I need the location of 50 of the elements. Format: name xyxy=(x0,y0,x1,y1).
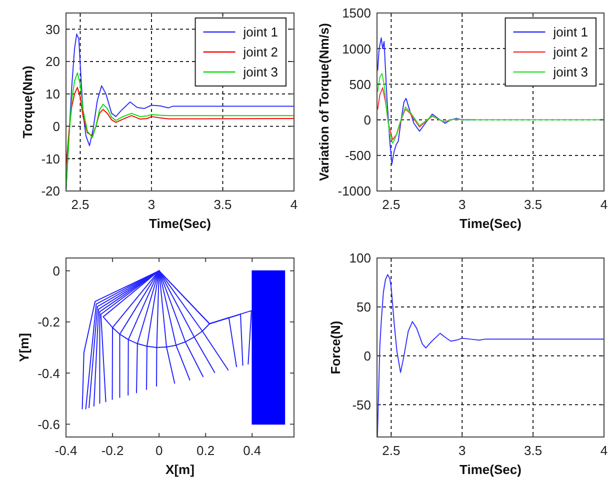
y-tick-label: 1000 xyxy=(342,41,371,56)
x-tick-label: 0 xyxy=(155,443,163,458)
y-tick-label: -500 xyxy=(344,148,371,164)
x-axis-title: X[m] xyxy=(166,462,194,477)
y-axis-title: Force(N) xyxy=(328,320,343,374)
x-tick-label: -0.2 xyxy=(101,443,124,458)
x-tick-label: 3.5 xyxy=(524,197,542,212)
y-tick-label: 30 xyxy=(46,22,60,37)
x-tick-label: 0.2 xyxy=(196,443,215,458)
legend-label: joint 1 xyxy=(552,24,588,40)
y-tick-label: 500 xyxy=(349,76,371,92)
y-tick-label: -20 xyxy=(41,184,60,199)
x-tick-label: 4 xyxy=(290,197,298,212)
legend-label: joint 1 xyxy=(242,24,278,40)
y-axis-title: Torque(Nm) xyxy=(20,66,35,138)
y-tick-label: -0.6 xyxy=(38,416,60,432)
x-tick-label: 3 xyxy=(148,197,156,212)
y-tick-label: 10 xyxy=(46,86,60,102)
x-tick-label: 3.5 xyxy=(214,197,232,212)
y-tick-label: -0.2 xyxy=(38,314,60,330)
x-tick-label: 2.5 xyxy=(382,197,400,212)
y-tick-label: 20 xyxy=(46,54,60,70)
x-axis-title: Time(Sec) xyxy=(460,462,522,477)
x-axis-title: Time(Sec) xyxy=(460,216,522,231)
y-axis-title: Variation of Torque(Nm/s) xyxy=(316,23,332,181)
x-tick-label: 3 xyxy=(458,197,466,212)
y-tick-label: 50 xyxy=(356,300,371,315)
y-tick-label: -1000 xyxy=(338,184,371,199)
y-tick-label: 100 xyxy=(349,250,371,266)
x-tick-label: 3.5 xyxy=(524,443,542,458)
y-tick-label: -0.4 xyxy=(38,366,60,381)
x-tick-label: 2.5 xyxy=(71,197,90,212)
y-tick-label: 0 xyxy=(52,263,60,278)
y-tick-label: 0 xyxy=(364,112,371,128)
y-axis-title: Y[m] xyxy=(16,333,32,362)
x-tick-label: 4 xyxy=(600,197,608,212)
legend-label: joint 3 xyxy=(552,64,588,80)
x-tick-label: 0.4 xyxy=(243,443,262,458)
y-tick-label: 0 xyxy=(364,348,371,364)
y-tick-label: 1500 xyxy=(342,6,371,21)
x-tick-label: 2.5 xyxy=(382,443,400,458)
legend-label: joint 3 xyxy=(242,64,278,80)
y-tick-label: -10 xyxy=(41,151,60,166)
x-tick-label: 4 xyxy=(600,443,608,458)
y-tick-label: 0 xyxy=(52,118,60,134)
legend-label: joint 2 xyxy=(242,44,278,60)
x-tick-label: 3 xyxy=(458,443,466,458)
x-axis-title: Time(Sec) xyxy=(149,216,211,231)
legend-label: joint 2 xyxy=(552,44,588,60)
y-tick-label: -50 xyxy=(352,397,371,412)
